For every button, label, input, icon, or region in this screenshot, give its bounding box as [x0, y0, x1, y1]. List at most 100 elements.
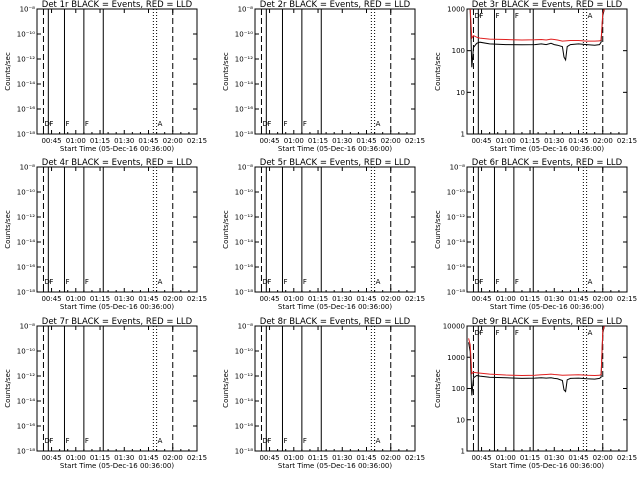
annotation-letter: D	[474, 278, 479, 286]
y-tick-label: 10⁻¹⁶	[17, 106, 35, 114]
annotation-letter: D	[262, 437, 267, 445]
plot-frame	[36, 8, 198, 135]
x-tick-label: 01:45	[356, 295, 376, 303]
y-axis-label: Counts/sec	[4, 369, 12, 408]
series-lld-line	[469, 8, 605, 42]
x-tick-label: 01:30	[544, 137, 564, 145]
annotation-letter: F	[515, 329, 519, 337]
annotation-letter: F	[479, 329, 483, 337]
x-tick-label: 01:45	[568, 454, 588, 462]
x-axis-label: Start Time (05-Dec-16 00:36:00)	[490, 145, 604, 153]
y-tick-label: 10⁻¹²	[235, 373, 253, 381]
plot-frame	[36, 325, 198, 452]
x-tick-label: 01:15	[308, 295, 328, 303]
y-axis-label: Counts/sec	[222, 52, 230, 91]
x-tick-label: 01:15	[520, 295, 540, 303]
annotation-letter: F	[85, 437, 89, 445]
series-events-line	[468, 325, 605, 396]
plot-frame	[466, 8, 628, 135]
x-tick-label: 01:30	[544, 454, 564, 462]
y-tick-label: 1000	[447, 6, 465, 14]
y-tick-label: 100	[452, 385, 465, 393]
y-tick-label: 10⁻¹⁰	[17, 31, 35, 39]
y-tick-label: 10⁻¹⁸	[17, 448, 35, 456]
annotation-letter: D	[474, 329, 479, 337]
x-tick-label: 00:45	[471, 295, 491, 303]
y-tick-label: 10⁻¹⁸	[235, 448, 253, 456]
plot-frame	[254, 8, 416, 135]
annotation-letter: A	[376, 120, 381, 128]
annotation-letter: A	[376, 278, 381, 286]
x-tick-label: 02:15	[617, 137, 637, 145]
x-tick-label: 01:30	[332, 295, 352, 303]
y-tick-label: 10⁻⁸	[20, 6, 36, 14]
x-tick-label: 01:00	[496, 454, 516, 462]
plot-frame	[254, 325, 416, 452]
x-axis-label: Start Time (05-Dec-16 00:36:00)	[60, 145, 174, 153]
annotation-letter: F	[515, 278, 519, 286]
y-tick-label: 10⁻¹⁴	[17, 398, 35, 406]
plot-frame	[254, 166, 416, 293]
x-tick-label: 02:15	[617, 295, 637, 303]
series-lld-line	[468, 325, 605, 377]
annotation-letter: D	[262, 278, 267, 286]
y-axis-label: Counts/sec	[434, 369, 442, 408]
x-tick-label: 02:15	[617, 454, 637, 462]
x-tick-label: 01:00	[66, 137, 86, 145]
x-tick-label: 01:45	[138, 454, 158, 462]
y-tick-label: 10⁻⁸	[238, 323, 254, 331]
y-tick-label: 1	[461, 448, 465, 456]
y-tick-label: 10⁻¹²	[235, 214, 253, 222]
y-tick-label: 10⁻¹⁴	[235, 81, 253, 89]
y-tick-label: 10⁻¹²	[17, 214, 35, 222]
chart-panel-7: Det 7r BLACK = Events, RED = LLD 00:45 01:…	[4, 317, 207, 470]
y-tick-label: 10⁻¹⁰	[235, 31, 253, 39]
y-tick-label: 10⁻¹⁴	[17, 239, 35, 247]
chart-panel-2: Det 2r BLACK = Events, RED = LLD 00:45 01:…	[222, 0, 425, 153]
annotation-letter: F	[49, 120, 53, 128]
x-tick-label: 02:15	[187, 295, 207, 303]
x-tick-label: 01:00	[496, 137, 516, 145]
x-tick-label: 01:00	[284, 137, 304, 145]
x-tick-label: 02:15	[405, 295, 425, 303]
x-tick-label: 01:45	[356, 137, 376, 145]
x-axis-label: Start Time (05-Dec-16 00:36:00)	[490, 303, 604, 311]
y-tick-label: 10⁻⁸	[450, 164, 466, 172]
plot-frame	[466, 166, 628, 293]
x-tick-label: 00:45	[471, 454, 491, 462]
y-tick-label: 10⁻¹⁶	[447, 264, 465, 272]
y-tick-label: 10⁻¹⁰	[235, 348, 253, 356]
y-tick-label: 10⁻¹⁸	[17, 289, 35, 297]
annotation-letter: F	[495, 278, 499, 286]
x-tick-label: 00:45	[41, 137, 61, 145]
x-tick-label: 01:45	[138, 137, 158, 145]
x-axis-label: Start Time (05-Dec-16 00:36:00)	[278, 145, 392, 153]
x-tick-label: 01:15	[90, 295, 110, 303]
y-tick-label: 100	[452, 47, 465, 55]
x-tick-label: 02:00	[381, 295, 401, 303]
annotation-letter: F	[267, 437, 271, 445]
x-tick-label: 02:00	[163, 137, 183, 145]
x-tick-label: 00:45	[259, 295, 279, 303]
annotation-letter: A	[376, 437, 381, 445]
y-tick-label: 10⁻¹⁶	[17, 264, 35, 272]
annotation-letter: F	[495, 12, 499, 20]
annotation-letter: F	[283, 278, 287, 286]
y-tick-label: 1000	[447, 354, 465, 362]
annotation-letter: F	[65, 120, 69, 128]
chart-title: Det 4r BLACK = Events, RED = LLD	[42, 158, 193, 168]
y-tick-label: 10⁻¹⁰	[17, 189, 35, 197]
y-tick-label: 10⁻¹⁸	[17, 131, 35, 139]
y-tick-label: 10⁻¹²	[235, 56, 253, 64]
x-tick-label: 01:15	[520, 454, 540, 462]
x-tick-label: 01:30	[544, 295, 564, 303]
annotation-letter: F	[303, 120, 307, 128]
x-tick-label: 02:15	[187, 454, 207, 462]
x-tick-label: 02:00	[163, 454, 183, 462]
annotation-letter: D	[44, 437, 49, 445]
x-tick-label: 01:45	[356, 454, 376, 462]
annotation-letter: A	[158, 120, 163, 128]
x-tick-label: 01:00	[284, 295, 304, 303]
annotation-letter: D	[262, 120, 267, 128]
